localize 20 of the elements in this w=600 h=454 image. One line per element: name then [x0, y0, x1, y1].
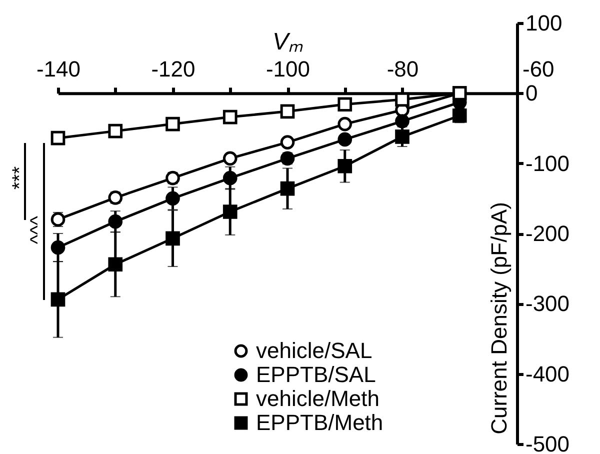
x-tick-label: -60 — [522, 56, 554, 82]
text: ^^^ — [27, 215, 49, 244]
text: *** — [9, 166, 31, 190]
legend-label: vehicle/SAL — [256, 338, 372, 363]
y-tick-label: -500 — [526, 432, 570, 454]
legend-label: EPPTB/SAL — [256, 362, 376, 387]
y-tick-label: -300 — [526, 291, 570, 316]
x-axis-title: Vₘ — [272, 28, 304, 56]
y-tick-label: -100 — [526, 150, 570, 176]
x-tick-label: -100 — [266, 56, 310, 82]
y-tick-label: 0 — [526, 80, 538, 106]
x-tick-label: -120 — [151, 56, 196, 82]
y-tick-label: -400 — [526, 361, 570, 386]
x-tick-label: -80 — [386, 56, 419, 82]
y-tick-label: 100 — [526, 10, 562, 36]
legend-label: EPPTB/Meth — [256, 410, 384, 435]
x-tick-label: -140 — [36, 56, 81, 82]
legend-label: vehicle/Meth — [256, 386, 380, 411]
y-tick-label: -200 — [526, 221, 570, 246]
y-axis-title: Current Density (pF/pA) — [486, 202, 512, 434]
